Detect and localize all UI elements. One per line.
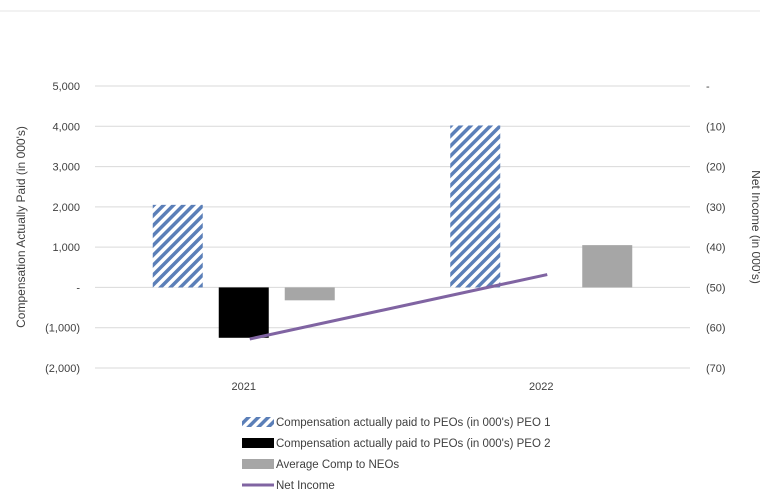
bar (582, 245, 633, 288)
right-axis-ticks: - (10) (20) (30) (40) (50) (60) (70) (706, 81, 726, 375)
x-axis-ticks: 2021 2022 (232, 381, 554, 393)
y2-tick-label: (10) (706, 121, 726, 133)
bar (450, 125, 501, 288)
y2-tick-label: (70) (706, 363, 726, 375)
legend-label: Compensation actually paid to PEOs (in 0… (276, 417, 551, 429)
x-tick-label: 2022 (529, 381, 553, 393)
y2-tick-label: - (706, 81, 710, 93)
y-tick-label: 3,000 (52, 162, 80, 174)
x-tick-label: 2021 (232, 381, 256, 393)
y-tick-label: 5,000 (52, 81, 80, 93)
legend: Compensation actually paid to PEOs (in 0… (242, 417, 551, 492)
y-axis-title: Compensation Actually Paid (in 000's) (14, 126, 28, 328)
y-tick-label: (1,000) (45, 323, 80, 335)
legend-swatch (242, 417, 274, 427)
legend-label: Net Income (276, 480, 335, 492)
y2-tick-label: (40) (706, 242, 726, 254)
y2-tick-label: (30) (706, 202, 726, 214)
y-tick-label: - (76, 282, 80, 294)
net-income-line (249, 273, 548, 341)
y-tick-label: 2,000 (52, 202, 80, 214)
bar (284, 287, 335, 301)
y2-tick-label: (50) (706, 282, 726, 294)
bar (152, 204, 203, 288)
net-income-series-line (249, 273, 548, 341)
legend-label: Average Comp to NEOs (276, 459, 399, 471)
left-axis-ticks: 5,000 4,000 3,000 2,000 1,000 - (1,000) (2,000) (45, 81, 80, 375)
y2-tick-label: (60) (706, 323, 726, 335)
y2-axis-title: Net Income (in 000's) (749, 170, 760, 284)
bar (218, 287, 269, 338)
y-tick-label: (2,000) (45, 363, 80, 375)
legend-swatch (242, 459, 274, 469)
y-tick-label: 4,000 (52, 121, 80, 133)
bars (152, 125, 633, 338)
y-tick-label: 1,000 (52, 242, 80, 254)
legend-swatch (242, 438, 274, 448)
y2-tick-label: (20) (706, 162, 726, 174)
legend-label: Compensation actually paid to PEOs (in 0… (276, 438, 551, 450)
